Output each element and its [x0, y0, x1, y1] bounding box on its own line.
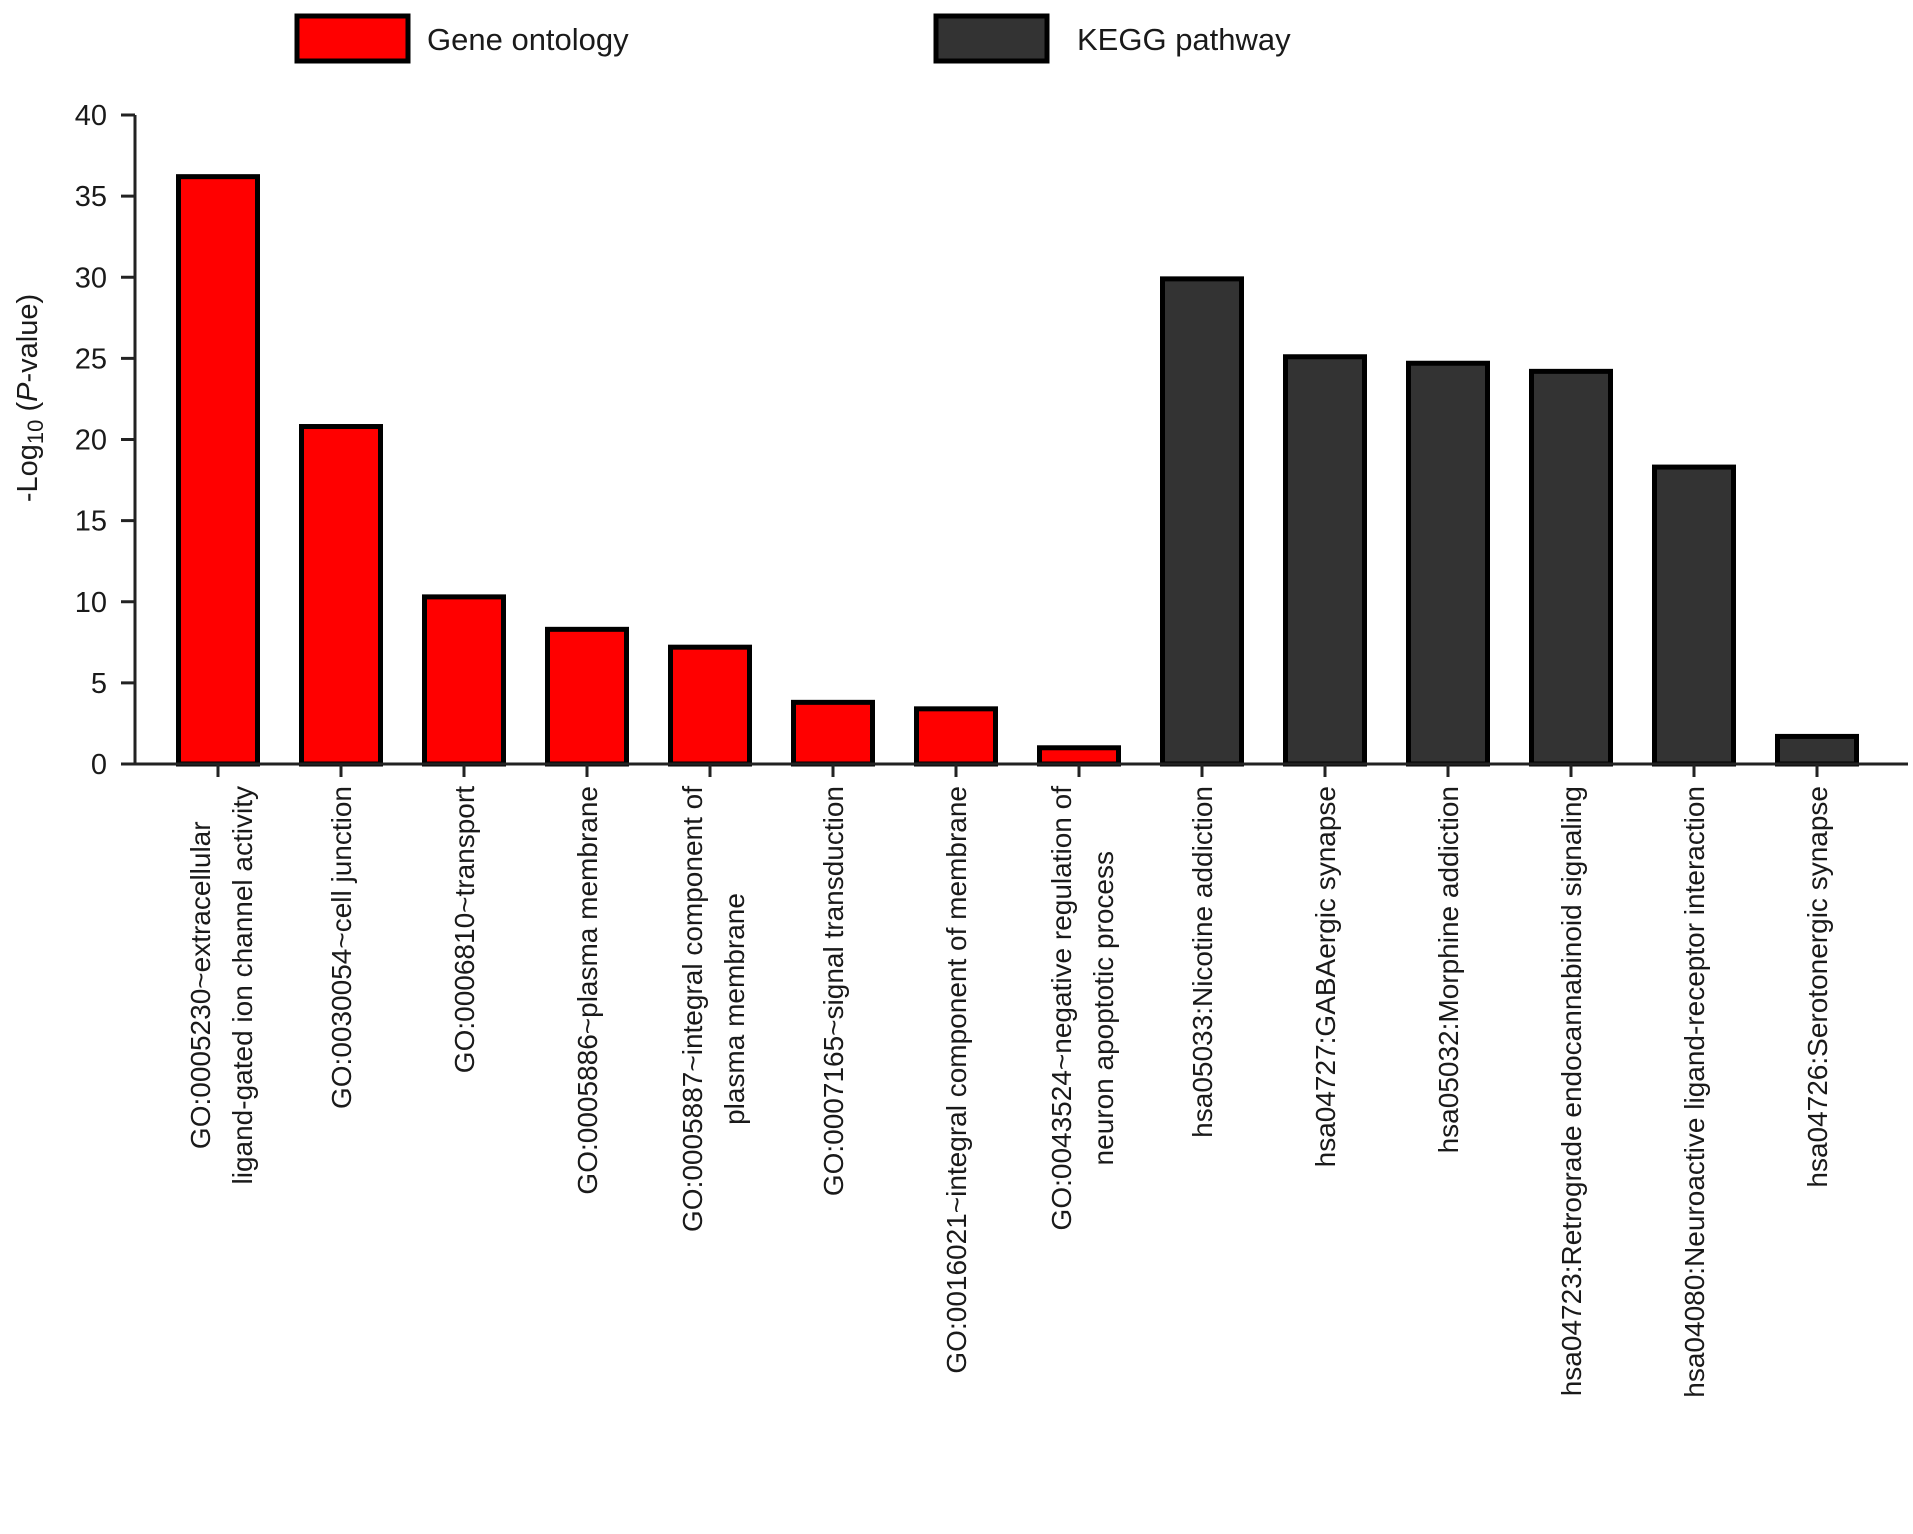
- legend-swatch: [933, 13, 1050, 64]
- y-axis-title-suffix: -value): [12, 294, 44, 383]
- bar: [1406, 360, 1490, 767]
- x-axis: GO:0005230~extracellular ligand-gated ion…: [135, 762, 1908, 1398]
- legend: Gene ontology KEGG pathway: [294, 13, 1291, 64]
- legend-label: Gene ontology: [427, 22, 629, 57]
- bar: [545, 626, 629, 767]
- x-tick-label: hsa04723:Retrograde endocannabinoid sign…: [1556, 786, 1587, 1396]
- bar: [299, 424, 383, 767]
- x-tick-label: hsa04080:Neuroactive ligand-receptor int…: [1679, 786, 1710, 1398]
- y-axis-title-open: (: [12, 402, 44, 420]
- y-tick-label: 30: [75, 262, 107, 294]
- x-tick-label: plasma membrane: [719, 893, 750, 1125]
- bar: [1160, 276, 1244, 767]
- x-tick-label: GO:0005887~integral component of: [677, 786, 708, 1232]
- y-tick-label: 0: [91, 749, 107, 781]
- y-axis-title-subscript: 10: [23, 420, 48, 444]
- bar: [1775, 733, 1859, 767]
- x-tick-label: hsa05033:Nicotine addiction: [1187, 786, 1218, 1138]
- y-axis-title-prefix: -Log: [12, 444, 44, 502]
- y-tick-label: 40: [75, 100, 107, 132]
- x-tick-label: hsa04727:GABAergic synapse: [1310, 786, 1341, 1167]
- y-tick-label: 15: [75, 506, 107, 538]
- bar: [176, 174, 260, 767]
- x-tick-label: GO:0043524~negative regulation of: [1046, 786, 1077, 1231]
- bar: [422, 594, 506, 767]
- x-tick-label: GO:0006810~transport: [449, 786, 480, 1073]
- bar: [914, 706, 998, 767]
- bar: [791, 699, 875, 767]
- bars: [176, 174, 1859, 767]
- y-tick-label: 20: [75, 425, 107, 457]
- x-tick-label: ligand-gated ion channel activity: [227, 786, 258, 1184]
- bar: [1037, 745, 1121, 767]
- x-tick-label: hsa04726:Serotonergic synapse: [1802, 786, 1833, 1188]
- x-tick-label: neuron apoptotic process: [1088, 851, 1119, 1165]
- x-tick-label: hsa05032:Morphine addiction: [1433, 786, 1464, 1153]
- y-axis-title: -Log10 (P-value): [12, 294, 48, 502]
- legend-swatch: [294, 13, 411, 64]
- x-tick-label: GO:0007165~signal transduction: [818, 786, 849, 1196]
- y-axis-title-italic: P: [12, 382, 44, 402]
- y-tick-label: 10: [75, 587, 107, 619]
- x-tick-label: GO:0016021~integral component of membran…: [941, 786, 972, 1374]
- bar: [1529, 368, 1613, 767]
- bar: [1283, 354, 1367, 767]
- x-tick-label: GO:0030054~cell junction: [326, 786, 357, 1109]
- legend-label: KEGG pathway: [1077, 22, 1291, 57]
- bar: [668, 644, 752, 767]
- y-tick-label: 5: [91, 668, 107, 700]
- y-axis: 0 5 10 15 20 25 30 35 40: [75, 100, 137, 781]
- x-tick-label: GO:0005886~plasma membrane: [572, 786, 603, 1195]
- bar: [1652, 464, 1736, 767]
- x-tick-label: GO:0005230~extracellular: [185, 821, 216, 1149]
- y-tick-label: 25: [75, 343, 107, 375]
- y-tick-label: 35: [75, 181, 107, 213]
